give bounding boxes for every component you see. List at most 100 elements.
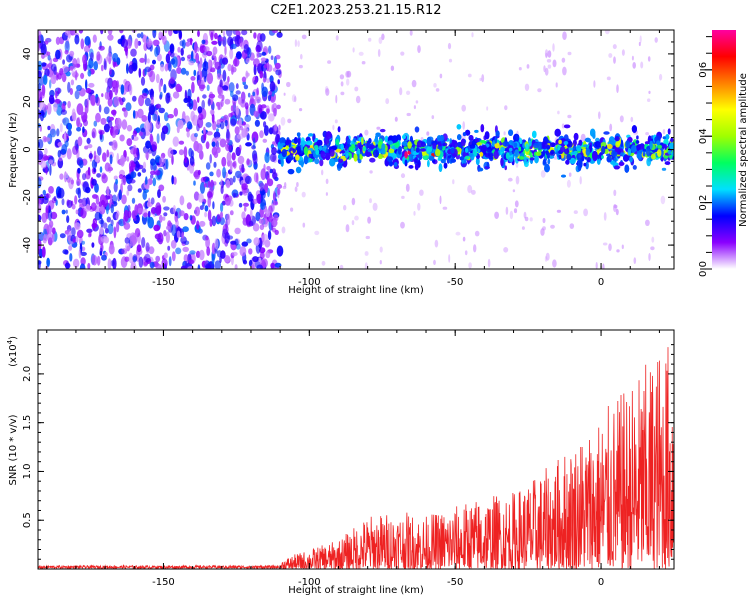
heatmap-cell [112,125,119,136]
heatmap-cell [150,197,155,205]
heatmap-cell [263,125,269,136]
heatmap-cell [79,263,86,269]
heatmap-cell [46,257,50,267]
heatmap-cell [107,34,114,41]
heatmap-cell [66,200,73,208]
heatmap-cell [116,221,120,233]
heatmap-cell [199,220,206,227]
heatmap-cell [164,112,169,122]
heatmap-cell [662,136,667,140]
heatmap-cell [75,209,79,215]
heatmap-cell [291,94,297,103]
heatmap-cell [41,62,47,67]
heatmap-cell [64,140,69,148]
heatmap-cell [76,103,84,116]
heatmap-cell [542,158,547,165]
heatmap-cell [651,236,655,243]
heatmap-cell [50,74,57,85]
heatmap-cell [277,188,281,196]
heatmap-cell [353,137,357,143]
heatmap-cell [537,143,542,151]
heatmap-cell [343,204,347,211]
heatmap-cell [253,110,259,118]
heatmap-cell [661,167,667,171]
heatmap-cell [239,246,247,257]
heatmap-cell [95,96,101,107]
heatmap-cell [207,209,212,222]
heatmap-cell [152,161,157,171]
heatmap-cell [158,81,162,93]
heatmap-cell [638,41,641,47]
heatmap-cell [180,56,186,62]
y-tick-label: 40 [22,48,33,61]
heatmap-cell [244,175,252,185]
heatmap-cell [209,109,215,115]
heatmap-cell [107,163,112,174]
heatmap-cell [540,170,546,178]
heatmap-cell [414,126,420,133]
heatmap-cell [346,138,351,145]
heatmap-cell [403,146,408,150]
heatmap-cell [142,190,147,200]
heatmap-cell [89,231,92,237]
heatmap-cell [241,163,245,174]
heatmap-cell [378,37,383,44]
heatmap-cell [388,160,393,167]
heatmap-cell [505,206,509,215]
heatmap-cell [567,114,572,119]
heatmap-cell [266,78,271,84]
heatmap-cell [42,237,47,244]
heatmap-cell [172,91,180,99]
heatmap-cell [46,224,53,234]
heatmap-cell [232,192,236,199]
heatmap-cell [547,64,552,69]
heatmap-cell [197,169,201,176]
heatmap-cell [480,124,485,133]
heatmap-cell [246,158,250,166]
heatmap-cell [41,212,48,223]
heatmap-cell [140,32,144,39]
heatmap-cell [275,69,282,76]
heatmap-cell [278,248,282,256]
heatmap-cell [115,212,119,220]
heatmap-cell [368,138,372,144]
heatmap-cell [82,173,87,181]
heatmap-cell [232,160,237,169]
heatmap-cell [415,147,420,153]
heatmap-cell [560,146,566,153]
heatmap-cell [255,172,259,184]
heatmap-cell [287,154,294,161]
heatmap-cell [439,195,442,205]
heatmap-cell [391,135,399,143]
heatmap-cell [170,239,177,249]
heatmap-cell [152,113,158,122]
heatmap-cell [231,66,237,73]
heatmap-cell [498,142,503,146]
heatmap-cell [57,142,63,147]
heatmap-cell [645,219,650,226]
heatmap-cell [156,133,160,144]
heatmap-cell [182,246,189,252]
heatmap-cell [167,245,171,251]
heatmap-cell [178,30,182,39]
heatmap-cell [476,142,482,146]
heatmap-cell [624,164,630,173]
heatmap-cell [74,222,81,231]
heatmap-cell [176,67,182,74]
heatmap-cell [413,211,416,216]
heatmap-cell [96,255,101,266]
heatmap-cell [271,147,277,155]
heatmap-cell [208,93,216,99]
heatmap-cell [159,214,163,223]
heatmap-cell [124,237,130,244]
heatmap-cell [147,41,154,46]
heatmap-cell [100,64,104,72]
heatmap-cell [203,46,210,52]
heatmap-cell [526,64,530,69]
heatmap-cell [277,79,281,85]
heatmap-cell [185,41,191,47]
heatmap-cell [44,148,48,155]
heatmap-cell [135,163,140,168]
heatmap-cell [340,143,345,151]
heatmap-cell [507,177,513,182]
